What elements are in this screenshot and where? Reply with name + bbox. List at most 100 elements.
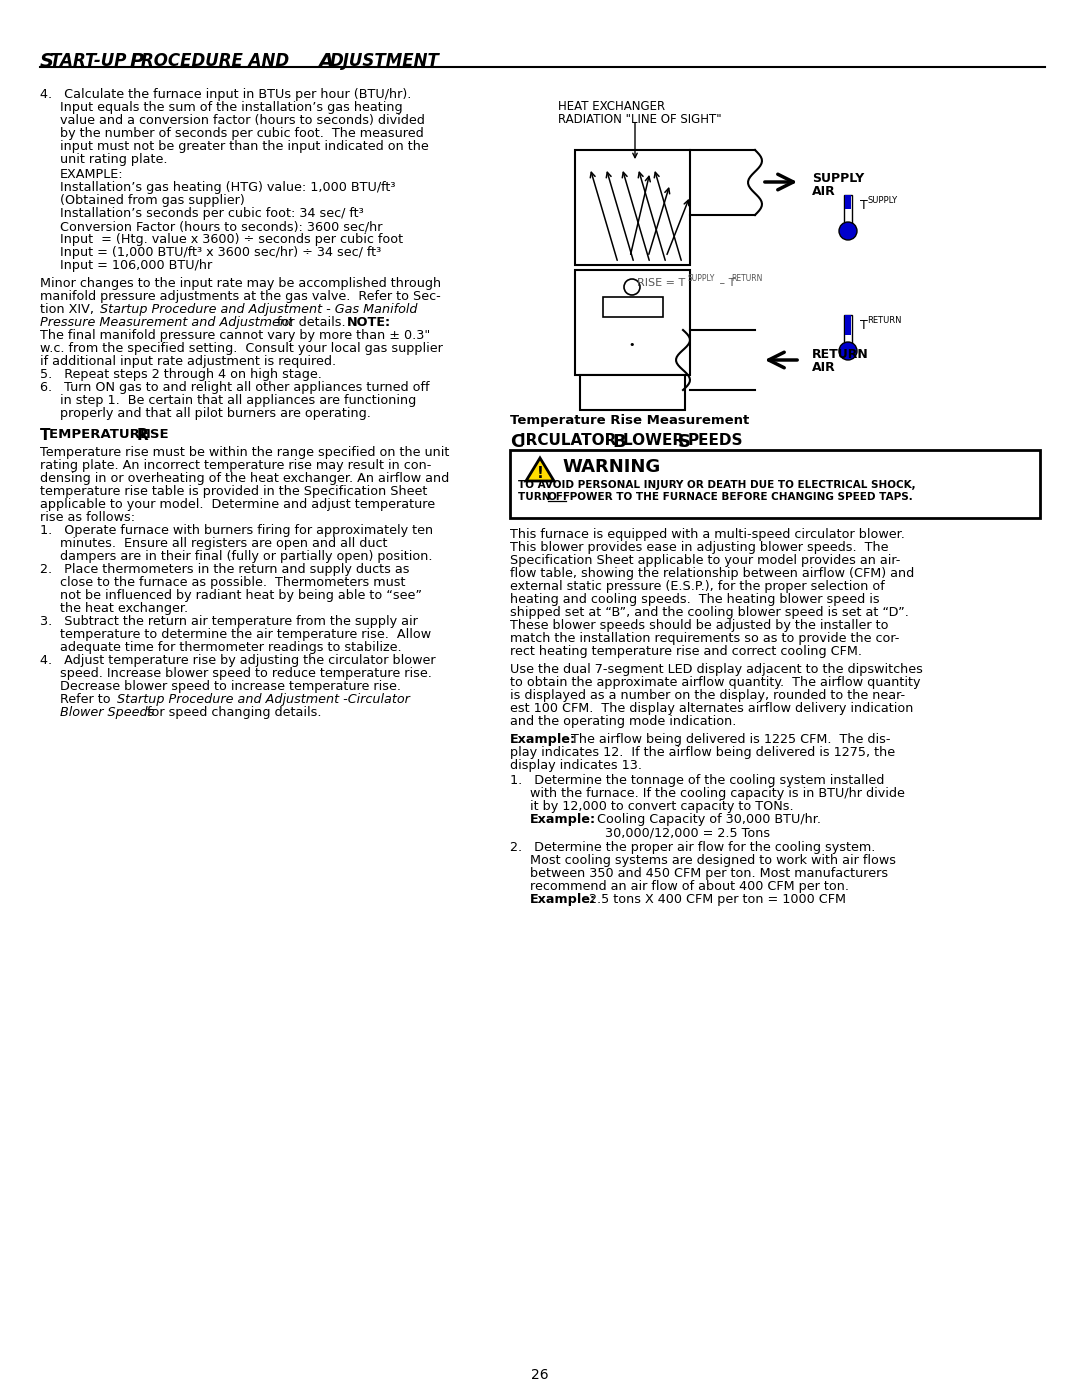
Text: the heat exchanger.: the heat exchanger. [60, 602, 188, 615]
Text: – T: – T [716, 278, 735, 288]
Text: Example:: Example: [530, 813, 596, 826]
Text: Conversion Factor (hours to seconds): 3600 sec/hr: Conversion Factor (hours to seconds): 36… [60, 219, 382, 233]
Text: T: T [40, 427, 51, 443]
Text: Decrease blower speed to increase temperature rise.: Decrease blower speed to increase temper… [60, 680, 401, 693]
Text: adequate time for thermometer readings to stabilize.: adequate time for thermometer readings t… [60, 641, 402, 654]
Text: NOTE:: NOTE: [347, 316, 391, 330]
Bar [603, 298, 663, 317]
Text: These blower speeds should be adjusted by the installer to: These blower speeds should be adjusted b… [510, 619, 889, 631]
Text: shipped set at “B”, and the cooling blower speed is set at “D”.: shipped set at “B”, and the cooling blow… [510, 606, 909, 619]
Text: it by 12,000 to convert capacity to TONs.: it by 12,000 to convert capacity to TONs… [530, 800, 794, 813]
Text: temperature rise table is provided in the Specification Sheet: temperature rise table is provided in th… [40, 485, 428, 497]
Text: •: • [629, 339, 635, 351]
Text: (Obtained from gas supplier): (Obtained from gas supplier) [60, 194, 245, 207]
Bar [845, 196, 851, 210]
Text: EMPERATURE: EMPERATURE [49, 427, 153, 441]
Text: is displayed as a number on the display, rounded to the near-: is displayed as a number on the display,… [510, 689, 905, 703]
Text: DJUSTMENT: DJUSTMENT [330, 52, 440, 70]
Text: ISE: ISE [146, 427, 170, 441]
Circle shape [839, 222, 858, 240]
Text: 2.   Place thermometers in the return and supply ducts as: 2. Place thermometers in the return and … [40, 563, 409, 576]
Text: minutes.  Ensure all registers are open and all duct: minutes. Ensure all registers are open a… [60, 536, 388, 550]
Text: IRCULATOR: IRCULATOR [519, 433, 622, 448]
Text: PEEDS: PEEDS [688, 433, 743, 448]
Text: RISE = T: RISE = T [637, 278, 685, 288]
Text: rect heating temperature rise and correct cooling CFM.: rect heating temperature rise and correc… [510, 645, 862, 658]
Text: Blower Speeds: Blower Speeds [60, 705, 154, 719]
Text: TO AVOID PERSONAL INJURY OR DEATH DUE TO ELECTRICAL SHOCK,: TO AVOID PERSONAL INJURY OR DEATH DUE TO… [518, 481, 916, 490]
Text: Specification Sheet applicable to your model provides an air-: Specification Sheet applicable to your m… [510, 555, 901, 567]
Text: Minor changes to the input rate may be accomplished through: Minor changes to the input rate may be a… [40, 277, 441, 291]
Text: 4.   Calculate the furnace input in BTUs per hour (BTU/hr).: 4. Calculate the furnace input in BTUs p… [40, 88, 411, 101]
Text: 5.   Repeat steps 2 through 4 on high stage.: 5. Repeat steps 2 through 4 on high stag… [40, 367, 322, 381]
Text: heating and cooling speeds.  The heating blower speed is: heating and cooling speeds. The heating … [510, 592, 879, 606]
Text: T: T [860, 198, 867, 212]
Text: Installation’s seconds per cubic foot: 34 sec/ ft³: Installation’s seconds per cubic foot: 3… [60, 207, 364, 219]
Text: AIR: AIR [812, 360, 836, 374]
Text: est 100 CFM.  The display alternates airflow delivery indication: est 100 CFM. The display alternates airf… [510, 703, 914, 715]
Text: Startup Procedure and Adjustment - Gas Manifold: Startup Procedure and Adjustment - Gas M… [100, 303, 418, 316]
Text: densing in or overheating of the heat exchanger. An airflow and: densing in or overheating of the heat ex… [40, 472, 449, 485]
Circle shape [839, 342, 858, 360]
Bar [575, 270, 690, 374]
Text: close to the furnace as possible.  Thermometers must: close to the furnace as possible. Thermo… [60, 576, 405, 590]
Text: temperature to determine the air temperature rise.  Allow: temperature to determine the air tempera… [60, 629, 431, 641]
Text: Input equals the sum of the installation’s gas heating: Input equals the sum of the installation… [60, 101, 403, 115]
Text: recommend an air flow of about 400 CFM per ton.: recommend an air flow of about 400 CFM p… [530, 880, 849, 893]
Text: B: B [612, 433, 625, 451]
Text: 3.   Subtract the return air temperature from the supply air: 3. Subtract the return air temperature f… [40, 615, 418, 629]
Text: 6.   Turn ON gas to and relight all other appliances turned off: 6. Turn ON gas to and relight all other … [40, 381, 430, 394]
Text: tion XIV,: tion XIV, [40, 303, 98, 316]
Text: Startup Procedure and Adjustment -Circulator: Startup Procedure and Adjustment -Circul… [117, 693, 410, 705]
Text: S: S [678, 433, 691, 451]
Text: with the furnace. If the cooling capacity is in BTU/hr divide: with the furnace. If the cooling capacit… [530, 787, 905, 800]
Bar [843, 196, 852, 224]
Text: not be influenced by radiant heat by being able to “see”: not be influenced by radiant heat by bei… [60, 590, 422, 602]
Text: display indicates 13.: display indicates 13. [510, 759, 642, 773]
Text: Input = (1,000 BTU/ft³ x 3600 sec/hr) ÷ 34 sec/ ft³: Input = (1,000 BTU/ft³ x 3600 sec/hr) ÷ … [60, 246, 381, 258]
Text: rise as follows:: rise as follows: [40, 511, 135, 524]
Text: 2.   Determine the proper air flow for the cooling system.: 2. Determine the proper air flow for the… [510, 841, 876, 854]
Text: for details.: for details. [273, 316, 353, 330]
Text: dampers are in their final (fully or partially open) position.: dampers are in their final (fully or par… [60, 550, 432, 563]
Text: This blower provides ease in adjusting blower speeds.  The: This blower provides ease in adjusting b… [510, 541, 889, 555]
Text: T: T [860, 319, 867, 332]
Text: Refer to: Refer to [60, 693, 114, 705]
Text: value and a conversion factor (hours to seconds) divided: value and a conversion factor (hours to … [60, 115, 424, 127]
Text: EXAMPLE:: EXAMPLE: [60, 168, 123, 182]
Text: Example:: Example: [510, 733, 576, 746]
Text: between 350 and 450 CFM per ton. Most manufacturers: between 350 and 450 CFM per ton. Most ma… [530, 868, 888, 880]
Text: Input = 106,000 BTU/hr: Input = 106,000 BTU/hr [60, 258, 213, 272]
Polygon shape [526, 458, 554, 481]
Text: Input  = (Htg. value x 3600) ÷ seconds per cubic foot: Input = (Htg. value x 3600) ÷ seconds pe… [60, 233, 403, 246]
Text: rating plate. An incorrect temperature rise may result in con-: rating plate. An incorrect temperature r… [40, 460, 431, 472]
Text: in step 1.  Be certain that all appliances are functioning: in step 1. Be certain that all appliance… [60, 394, 416, 407]
Text: Installation’s gas heating (HTG) value: 1,000 BTU/ft³: Installation’s gas heating (HTG) value: … [60, 182, 395, 194]
Bar [580, 374, 685, 409]
Text: RADIATION "LINE OF SIGHT": RADIATION "LINE OF SIGHT" [558, 113, 721, 126]
Bar [575, 149, 690, 265]
Text: 4.   Adjust temperature rise by adjusting the circulator blower: 4. Adjust temperature rise by adjusting … [40, 654, 435, 666]
Text: P: P [130, 52, 145, 71]
Text: HEAT EXCHANGER: HEAT EXCHANGER [558, 101, 665, 113]
Text: for speed changing details.: for speed changing details. [143, 705, 322, 719]
Text: RETURN: RETURN [812, 348, 868, 360]
Text: OFF: OFF [548, 492, 571, 502]
Text: WARNING: WARNING [562, 458, 660, 476]
Text: Example:: Example: [530, 893, 596, 907]
Bar [845, 314, 851, 335]
Text: C: C [510, 433, 523, 451]
Text: Temperature rise must be within the range specified on the unit: Temperature rise must be within the rang… [40, 446, 449, 460]
Text: R: R [137, 427, 149, 443]
Circle shape [624, 279, 640, 295]
Text: A: A [318, 52, 333, 71]
Bar [510, 450, 1040, 518]
Text: Use the dual 7-segment LED display adjacent to the dipswitches: Use the dual 7-segment LED display adjac… [510, 664, 923, 676]
Text: play indicates 12.  If the airflow being delivered is 1275, the: play indicates 12. If the airflow being … [510, 746, 895, 759]
Text: 26: 26 [531, 1368, 549, 1382]
Text: SUPPLY: SUPPLY [867, 196, 897, 205]
Text: Most cooling systems are designed to work with air flows: Most cooling systems are designed to wor… [530, 854, 896, 868]
Text: 1.   Determine the tonnage of the cooling system installed: 1. Determine the tonnage of the cooling … [510, 774, 885, 787]
Text: This furnace is equipped with a multi-speed circulator blower.: This furnace is equipped with a multi-sp… [510, 528, 905, 541]
Text: POWER TO THE FURNACE BEFORE CHANGING SPEED TAPS.: POWER TO THE FURNACE BEFORE CHANGING SPE… [566, 492, 913, 502]
